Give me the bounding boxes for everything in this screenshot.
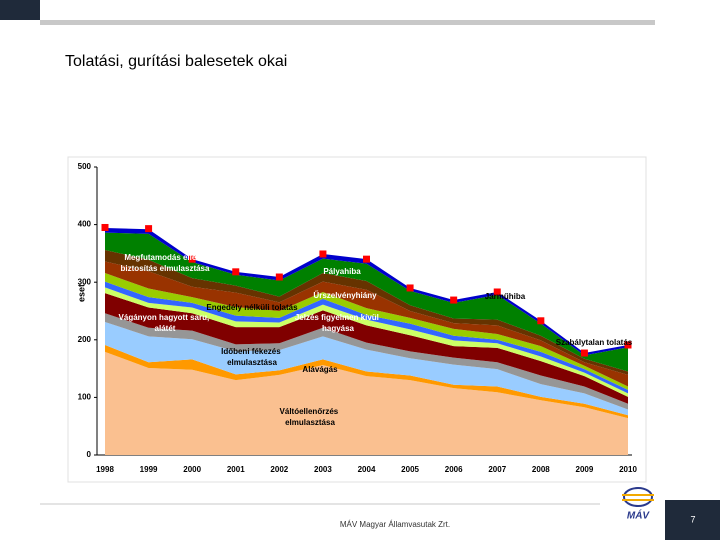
series-label: Szabálytalan tolatás [556,338,633,347]
series-label: Vágányon hagyott saru, alátét [119,313,212,333]
y-tick-label: 0 [87,450,92,459]
total-marker [580,349,588,357]
x-tick-label: 2010 [619,465,637,474]
area [105,321,628,416]
total-marker [145,225,153,233]
logo: MÁV [616,484,660,524]
total-marker [319,250,327,258]
series-label: Járműhiba [485,292,526,301]
total-marker [275,273,283,281]
series-label: Engedély nélküli tolatás [206,303,298,312]
x-tick-label: 1998 [96,465,114,474]
x-tick-label: 1999 [140,465,158,474]
series-label: Időbeni fékezés elmulasztása [221,347,283,367]
total-marker [101,223,109,231]
footer: MÁV Magyar Államvasutak Zrt. [340,520,450,529]
logo-text: MÁV [627,509,651,522]
x-tick-label: 2000 [183,465,201,474]
y-tick-label: 200 [78,335,92,344]
logo-stripes [622,494,654,501]
y-tick-label: 100 [78,393,92,402]
area [105,232,628,372]
corner-block [0,0,40,20]
header-bar [40,20,655,25]
total-marker [232,268,240,276]
y-tick-label: 300 [78,277,92,286]
x-tick-label: 2004 [358,465,376,474]
x-tick-label: 2007 [488,465,506,474]
page-number: 7 [690,514,695,524]
x-tick-label: 2006 [445,465,463,474]
total-marker [363,255,370,263]
area [105,261,628,387]
y-tick-label: 400 [78,220,92,229]
total-marker [188,255,196,263]
total-marker [537,317,545,325]
page-box [665,500,720,540]
total-marker [450,296,458,304]
series-label: Váltóellenőrzés elmulasztása [280,407,341,427]
x-tick-label: 2009 [576,465,594,474]
series-label: Űrszelvényhiány [313,291,377,300]
total-marker [624,341,632,349]
x-tick-label: 2002 [270,465,288,474]
y-axis-label: eset [76,284,86,302]
total-marker [493,288,501,296]
plot: 0 100 200 300 400 500 1998 1999 2000 2001 2002 2003… [78,162,638,474]
total-marker [406,284,414,292]
area [105,351,628,455]
series-label: Pályahiba [323,267,361,276]
x-tick-label: 2003 [314,465,332,474]
logo-bg [616,484,660,524]
logo-ring [623,487,653,507]
y-tick-label: 500 [78,162,92,171]
x-tick-label: 2001 [227,465,245,474]
series-label: Jelzés figyelmen kívül hagyása [295,313,381,333]
series-label: Alávágás [302,365,338,374]
x-tick-label: 2005 [401,465,419,474]
slide-title: Tolatási, gurítási balesetek okai [65,53,287,70]
series-label: Megfutamodás elleni biztosítás elmulaszt… [121,253,210,273]
x-tick-label: 2008 [532,465,550,474]
